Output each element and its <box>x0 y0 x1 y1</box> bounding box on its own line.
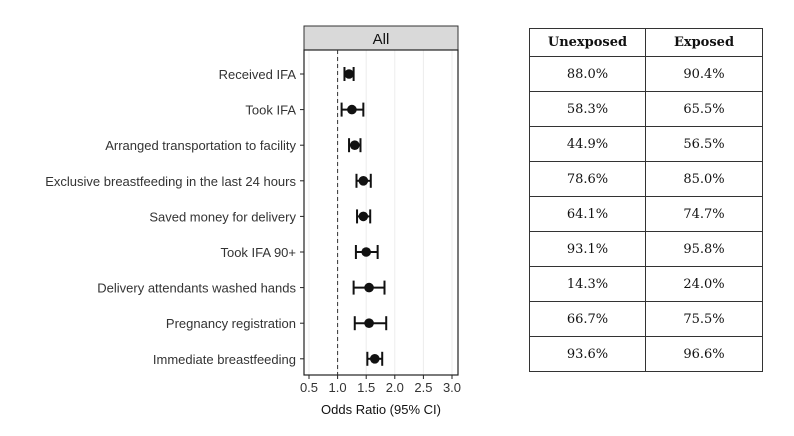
table-row: 78.6% 85.0% <box>529 161 763 197</box>
cell-exposed: 75.5% <box>645 301 763 337</box>
forest-plot: All Received IFA Took IFA Arranged transpo… <box>45 25 461 417</box>
cell-unexposed: 78.6% <box>529 161 646 197</box>
x-tick-label: 2.0 <box>386 380 404 395</box>
panel-label: All <box>373 31 390 48</box>
point-estimate <box>358 176 369 186</box>
row-label: Pregnancy registration <box>166 316 296 331</box>
x-tick-labels: 0.5 1.0 1.5 2.0 2.5 3.0 <box>300 375 461 395</box>
x-axis-label: Odds Ratio (95% CI) <box>321 402 441 417</box>
row-label: Took IFA <box>245 103 296 118</box>
table-row: 44.9% 56.5% <box>529 126 763 162</box>
cell-exposed: 96.6% <box>645 336 763 372</box>
point-estimate <box>364 282 374 293</box>
cell-exposed: 95.8% <box>645 231 763 267</box>
row-label: Immediate breastfeeding <box>153 352 296 367</box>
cell-unexposed: 93.1% <box>529 231 646 267</box>
point-estimate <box>361 247 372 257</box>
grid-lines <box>308 50 453 375</box>
cell-exposed: 65.5% <box>645 91 763 127</box>
x-tick-label: 2.5 <box>414 380 432 395</box>
cell-unexposed: 64.1% <box>529 196 646 232</box>
table-row: 93.6% 96.6% <box>529 336 763 372</box>
row-label: Exclusive breastfeeding in the last 24 h… <box>45 174 296 189</box>
row-label: Received IFA <box>219 67 297 82</box>
point-estimate <box>344 69 354 79</box>
point-estimate <box>347 104 357 115</box>
x-tick-label: 3.0 <box>443 380 461 395</box>
x-tick-label: 0.5 <box>300 380 318 395</box>
header-unexposed: Unexposed <box>529 28 646 57</box>
cell-exposed: 74.7% <box>645 196 763 232</box>
cell-exposed: 90.4% <box>645 56 763 92</box>
table-row: 14.3% 24.0% <box>529 266 763 302</box>
point-estimate <box>358 211 369 222</box>
estimate-marks <box>340 67 388 366</box>
row-label: Saved money for delivery <box>149 209 296 224</box>
table-row: 93.1% 95.8% <box>529 231 763 267</box>
row-labels: Received IFA Took IFA Arranged transportat… <box>45 67 304 367</box>
point-estimate <box>349 140 360 150</box>
exposure-table: Unexposed Exposed 88.0% 90.4% 58.3% 65.5% … <box>529 28 763 372</box>
header-exposed: Exposed <box>645 28 763 57</box>
row-label: Took IFA 90+ <box>220 245 296 260</box>
row-label: Arranged transportation to facility <box>105 138 296 153</box>
table-header-row: Unexposed Exposed <box>529 28 763 57</box>
cell-unexposed: 88.0% <box>529 56 646 92</box>
x-tick-label: 1.5 <box>357 380 375 395</box>
cell-unexposed: 44.9% <box>529 126 646 162</box>
cell-unexposed: 66.7% <box>529 301 646 337</box>
table-row: 58.3% 65.5% <box>529 91 763 127</box>
cell-exposed: 24.0% <box>645 266 763 302</box>
x-tick-label: 1.0 <box>329 380 347 395</box>
cell-unexposed: 14.3% <box>529 266 646 302</box>
cell-unexposed: 58.3% <box>529 91 646 127</box>
table-row: 88.0% 90.4% <box>529 56 763 92</box>
table-row: 66.7% 75.5% <box>529 301 763 337</box>
point-estimate <box>369 354 380 364</box>
cell-unexposed: 93.6% <box>529 336 646 372</box>
row-label: Delivery attendants washed hands <box>97 281 296 296</box>
point-estimate <box>364 318 374 329</box>
cell-exposed: 56.5% <box>645 126 763 162</box>
plot-frame <box>303 49 459 376</box>
cell-exposed: 85.0% <box>645 161 763 197</box>
table-row: 64.1% 74.7% <box>529 196 763 232</box>
